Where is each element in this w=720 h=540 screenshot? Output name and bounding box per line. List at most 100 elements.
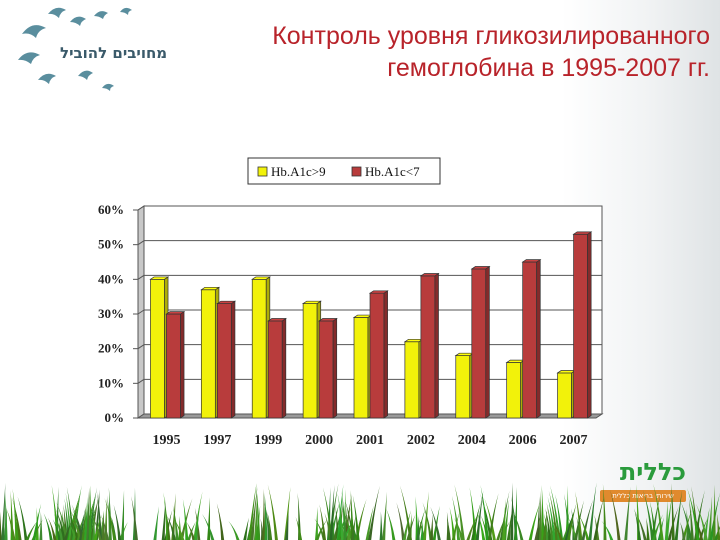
grass-blade xyxy=(634,511,647,540)
grass-blade xyxy=(451,512,460,540)
grass-blade xyxy=(716,513,720,540)
grass-blade xyxy=(12,497,22,540)
grass-blade xyxy=(25,520,38,540)
grass-blade xyxy=(65,492,73,540)
grass-blade xyxy=(671,483,675,540)
x-tick-label: 1999 xyxy=(254,433,282,448)
grass-blade xyxy=(337,492,345,540)
x-tick-label: 2002 xyxy=(407,433,435,448)
grass-blade xyxy=(329,484,335,540)
grass-blade xyxy=(113,504,122,540)
grass-blade xyxy=(544,513,549,540)
grass-blade xyxy=(712,484,716,540)
logo-text: מחויבים להוביל xyxy=(60,44,168,62)
grass-blade xyxy=(399,485,412,540)
grass-blade xyxy=(574,491,583,540)
grass-blade xyxy=(47,517,57,540)
gridline-diag xyxy=(137,240,145,246)
grass-blade xyxy=(0,511,2,540)
x-tick-label: 1997 xyxy=(203,433,231,448)
bar-hba1c-gt9-2007 xyxy=(556,369,577,419)
grass-blade xyxy=(534,515,541,540)
grass-blade xyxy=(476,510,486,540)
grass-blade xyxy=(551,519,563,540)
grass-blade xyxy=(264,492,268,540)
grass-blade xyxy=(250,486,258,540)
grass-blade xyxy=(71,504,84,540)
grass-blade xyxy=(471,501,481,540)
grass-blade xyxy=(708,495,713,540)
grass-blade xyxy=(510,482,514,540)
x-tick-label: 2001 xyxy=(356,433,384,448)
y-tick-label: 0% xyxy=(105,410,125,425)
grass-blade xyxy=(248,482,257,540)
grass-blade xyxy=(342,510,354,540)
grass-blade xyxy=(104,497,117,540)
grass-blade xyxy=(53,513,64,540)
bar-chart: 0% 10% 20% 30% 40% 50% 60% 1995 1997 1999 2000 2001… xyxy=(98,157,604,448)
grass-blade xyxy=(643,489,655,540)
legend-box xyxy=(247,157,441,185)
grass-blade xyxy=(679,521,686,540)
bar-hba1c-lt7-2002 xyxy=(419,272,440,419)
grass-blade xyxy=(267,511,273,540)
grass-blade xyxy=(255,483,261,540)
title-line-1: Контроль уровня гликозилированного xyxy=(272,22,710,50)
grass-blade xyxy=(681,509,692,540)
grass-blade xyxy=(538,490,542,540)
grass-blade xyxy=(153,506,160,540)
grass-blade xyxy=(100,514,110,540)
y-tick-label: 30% xyxy=(98,306,124,321)
grass-blade xyxy=(63,519,73,540)
grass-blade xyxy=(541,485,545,540)
grass-decoration xyxy=(0,482,720,540)
grass-blade xyxy=(475,490,484,540)
grass-blade xyxy=(365,505,374,540)
y-tick-label: 60% xyxy=(98,202,124,217)
grass-blade xyxy=(674,489,683,540)
legend-label: Hb.A1c>9 xyxy=(271,164,326,179)
grass-blade xyxy=(55,507,66,540)
grass-blade xyxy=(484,498,496,540)
grass-blade xyxy=(1,482,6,540)
grass-blade xyxy=(32,503,42,540)
grass-blade xyxy=(55,486,59,540)
grass-blade xyxy=(17,496,28,540)
gridline-diag xyxy=(137,309,145,315)
legend-swatch xyxy=(351,166,362,177)
grass-blade xyxy=(422,502,433,540)
grass-blade xyxy=(422,491,430,540)
grass-blade xyxy=(243,517,249,540)
grass-blade xyxy=(180,498,193,540)
grass-blade xyxy=(528,502,541,540)
grass-blade xyxy=(420,520,424,540)
grass-blade xyxy=(382,491,388,540)
clalit-logo: כללית שירותי בריאות כללית xyxy=(591,458,686,504)
grass-blade xyxy=(51,484,59,540)
grass-blade xyxy=(6,508,16,540)
clalit-tagline: שירותי בריאות כללית xyxy=(600,490,686,502)
grass-blade xyxy=(97,491,103,540)
grass-blade xyxy=(379,511,383,540)
grass-blade xyxy=(131,496,138,540)
grass-blade xyxy=(12,488,19,540)
grass-blade xyxy=(555,494,564,540)
grass-blade xyxy=(69,515,80,540)
grass-blade xyxy=(194,504,200,540)
x-tick-label: 2000 xyxy=(305,433,333,448)
grass-blade xyxy=(549,485,561,540)
grass-blade xyxy=(111,516,117,540)
grass-blade xyxy=(601,520,614,540)
title-line-2: гемоглобина в 1995-2007 гг. xyxy=(387,54,710,82)
grass-blade xyxy=(120,490,125,540)
grass-blade xyxy=(653,483,664,540)
grass-blade xyxy=(511,509,524,540)
y-tick-label: 50% xyxy=(98,237,124,252)
grass-blade xyxy=(480,484,489,540)
grass-blade xyxy=(86,491,90,540)
grass-blade xyxy=(161,499,166,540)
grass-blade xyxy=(567,516,578,540)
grass-blade xyxy=(88,485,92,540)
grass-blade xyxy=(67,521,77,540)
grass-blade xyxy=(574,500,585,540)
